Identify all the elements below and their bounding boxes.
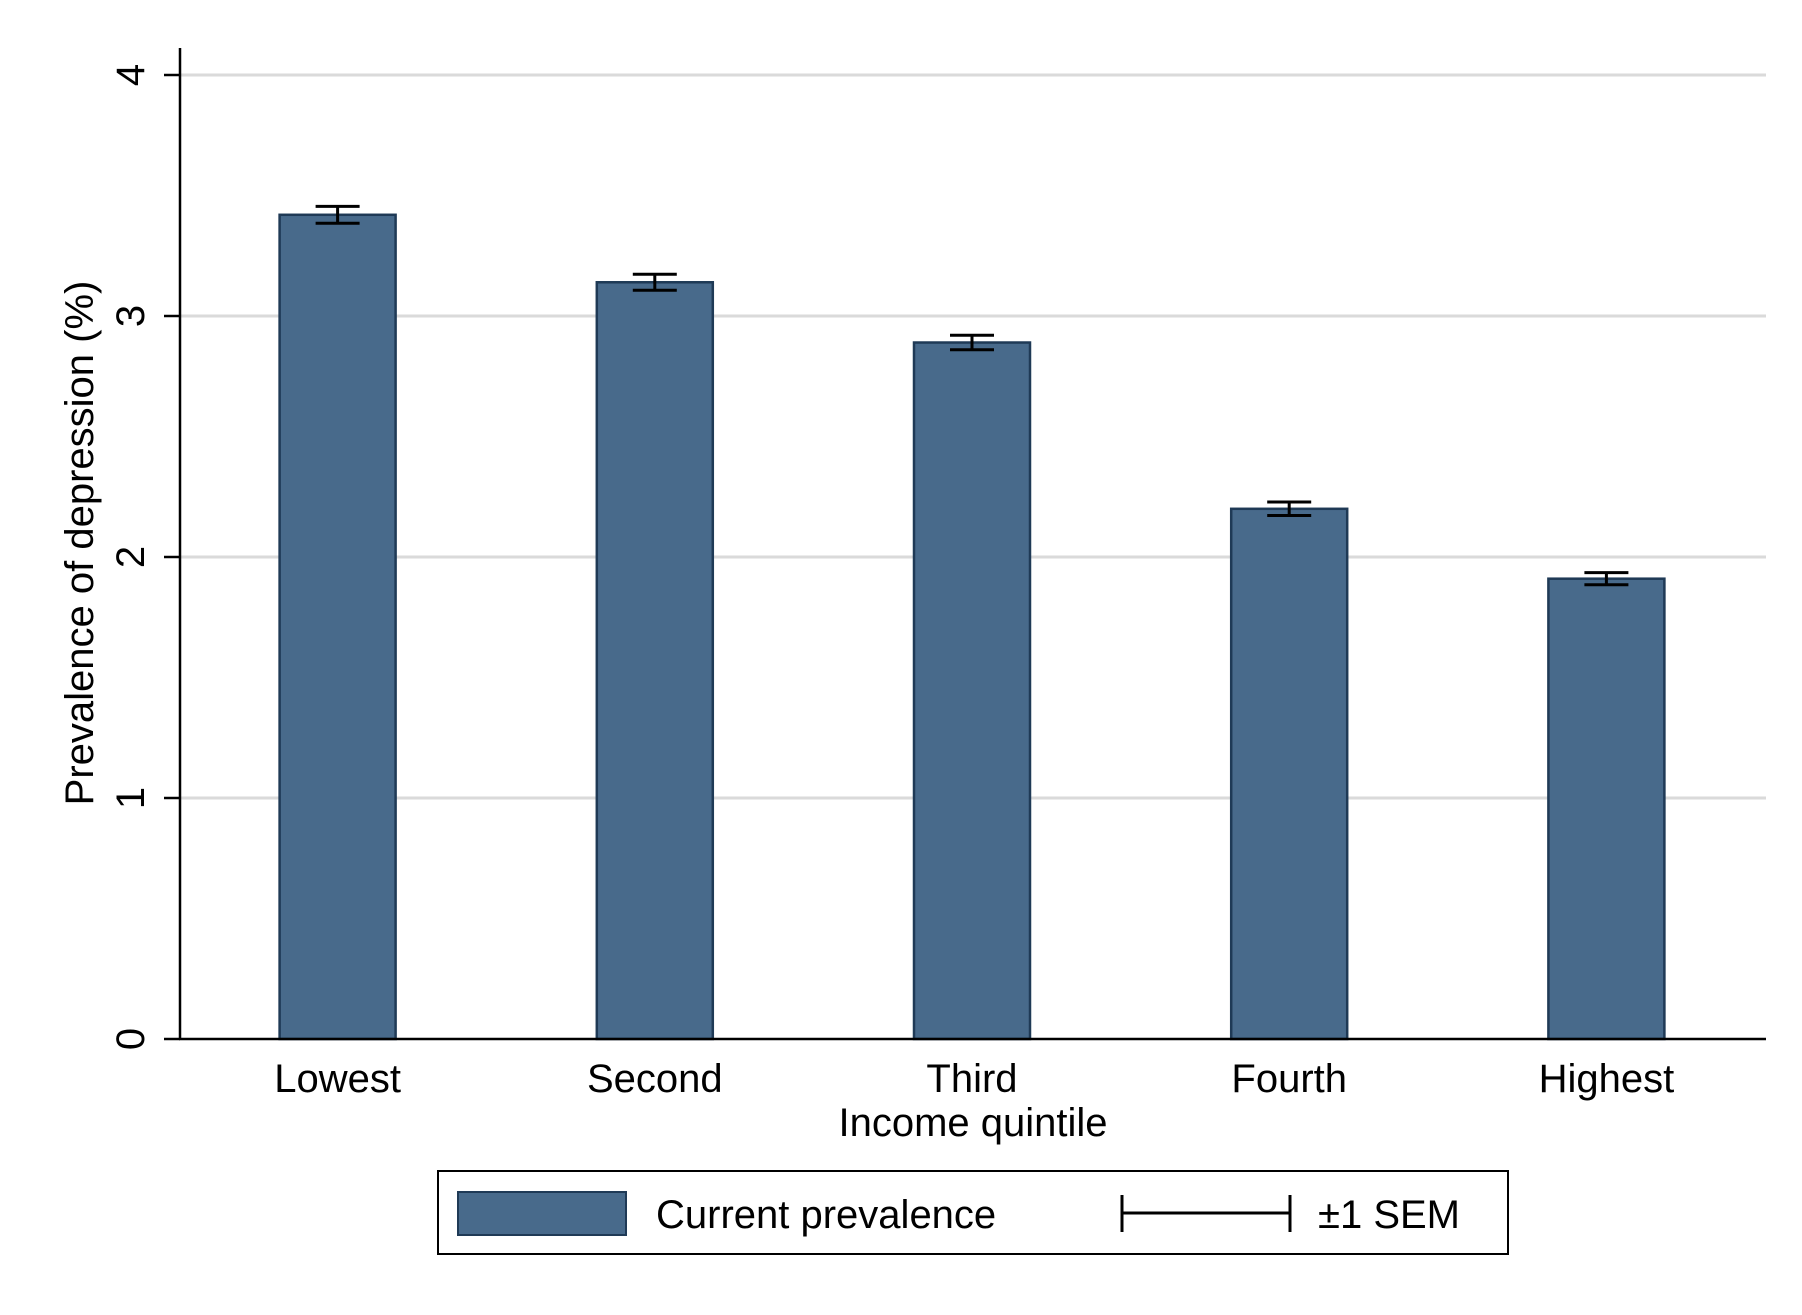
tick-labels: Lowest Second Third Fourth Highest 0 1 2 3 4 [109, 64, 1674, 1101]
x-tick-label-third: Third [926, 1057, 1017, 1101]
legend: Current prevalence ±1 SEM [437, 1170, 1509, 1255]
legend-swatch-current-prevalence [457, 1191, 627, 1236]
x-axis-title: Income quintile [838, 1101, 1107, 1145]
legend-error-bar-symbol [1120, 1195, 1292, 1232]
x-tick-label-fourth: Fourth [1231, 1057, 1347, 1101]
legend-label-current-prevalence: Current prevalence [656, 1193, 996, 1237]
legend-label-sem: ±1 SEM [1318, 1193, 1460, 1237]
x-tick-label-lowest: Lowest [274, 1057, 401, 1101]
error-bars [315, 204, 1629, 587]
axes [178, 48, 1766, 1041]
bar-lowest [278, 213, 397, 1041]
error-bar-lowest [315, 204, 360, 225]
x-tick-label-second: Second [587, 1057, 723, 1101]
bar-fourth [1229, 507, 1349, 1041]
y-tick-label-0: 0 [109, 1028, 153, 1050]
x-tick-label-highest: Highest [1539, 1057, 1675, 1101]
bar-third [912, 341, 1032, 1041]
y-tick-label-4: 4 [109, 64, 153, 86]
error-bar-fourth [1267, 500, 1312, 518]
bar-highest [1547, 577, 1666, 1041]
y-axis-title: Prevalence of depression (%) [58, 281, 102, 806]
y-tick-label-2: 2 [109, 546, 153, 568]
error-bar-third [950, 333, 994, 352]
bar-second [595, 281, 715, 1041]
error-bar-highest [1584, 571, 1629, 587]
y-tick-label-3: 3 [109, 305, 153, 327]
error-bar-second [632, 272, 677, 292]
y-tick-label-1: 1 [109, 787, 153, 809]
